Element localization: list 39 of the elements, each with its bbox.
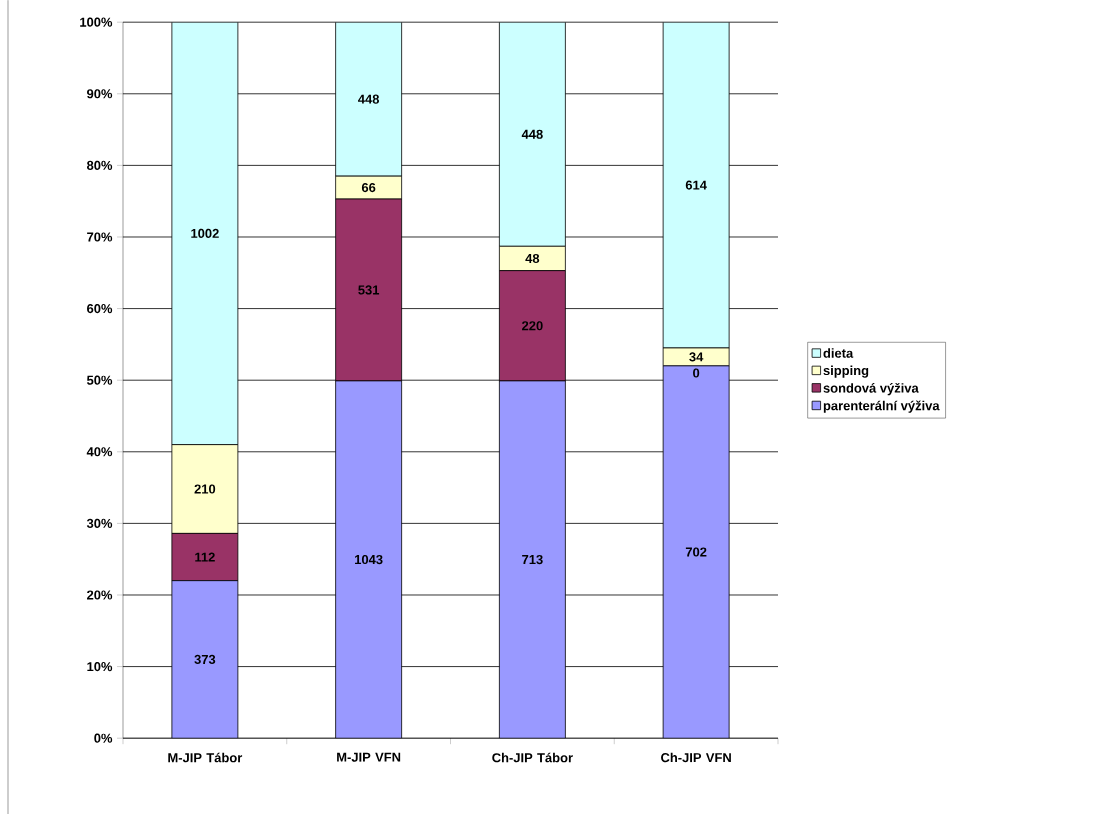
legend-label: sondová výživa	[823, 382, 919, 396]
annotation: 448	[521, 129, 543, 139]
annotation: 614	[685, 180, 707, 190]
annotation: 210	[194, 484, 216, 494]
bar	[335, 21, 403, 177]
y-tick-label: 60%	[87, 303, 113, 313]
y-tick-label: 50%	[86, 375, 113, 385]
annotation: 66	[361, 182, 376, 192]
y-tick-label: 10%	[87, 661, 113, 671]
y-tick-label: 90%	[87, 89, 113, 99]
legend-label: parenterální výživa	[823, 400, 940, 413]
x-tick-label: M-JIP Tábor	[168, 752, 243, 763]
annotation: 34	[689, 352, 704, 362]
legend-label: sipping	[823, 365, 869, 378]
annotation: 531	[358, 285, 380, 295]
annotation: 48	[525, 253, 540, 263]
annotation: 373	[194, 654, 216, 664]
annotation: 112	[195, 552, 215, 562]
y-tick-label: 20%	[87, 590, 113, 600]
y-tick-label: 0%	[94, 733, 113, 743]
annotation: 1043	[355, 554, 383, 564]
y-tick-label: 70%	[87, 232, 113, 242]
bar	[498, 21, 566, 247]
legend-label: dieta	[823, 348, 854, 358]
annotation: 0	[693, 368, 700, 378]
annotation: 702	[685, 547, 707, 557]
annotation: 220	[522, 320, 543, 331]
annotation: 448	[358, 94, 380, 104]
y-tick-label: 100%	[80, 17, 113, 27]
y-tick-label: 80%	[86, 160, 113, 170]
annotation: 713	[522, 554, 543, 564]
annotation: 1002	[191, 228, 219, 238]
bar	[662, 21, 730, 349]
y-tick-label: 30%	[86, 518, 113, 528]
x-tick-label: M-JIP VFN	[337, 752, 401, 762]
y-tick-label: 40%	[86, 447, 113, 457]
x-tick-label: Ch-JIP Tábor	[492, 752, 573, 763]
x-tick-label: Ch-JIP VFN	[661, 752, 731, 763]
bar	[171, 21, 239, 445]
